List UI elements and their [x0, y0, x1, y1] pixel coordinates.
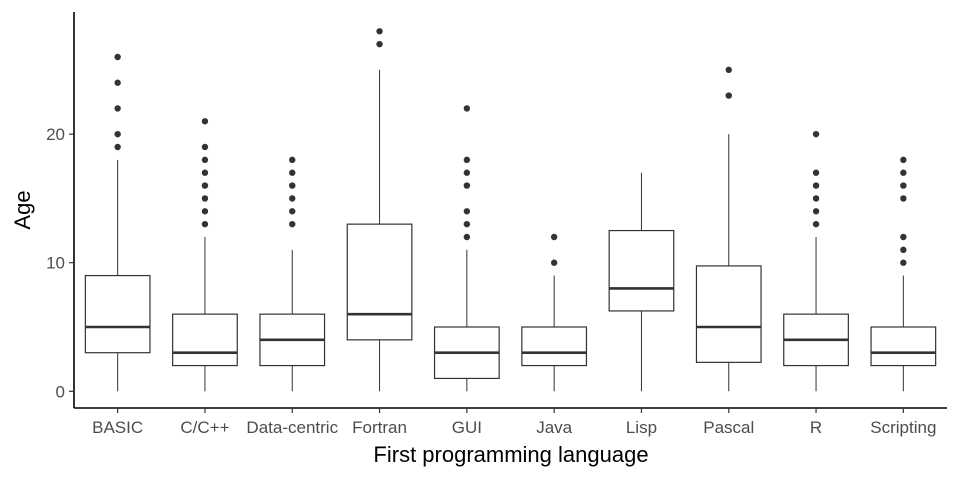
- outlier-point: [900, 169, 907, 176]
- outlier-point: [550, 233, 558, 241]
- outlier-point: [900, 246, 907, 254]
- box-group: [172, 118, 238, 392]
- y-tick-label: 10: [46, 254, 65, 273]
- outlier-point: [900, 259, 907, 266]
- outlier-point: [376, 28, 383, 35]
- x-axis-title: First programming language: [373, 442, 648, 467]
- outlier-point: [812, 220, 820, 228]
- box-group: [433, 105, 500, 392]
- y-axis-title: Age: [10, 190, 35, 229]
- y-tick-label: 20: [46, 125, 65, 144]
- box-group: [870, 156, 937, 392]
- box-group: [608, 172, 675, 392]
- outlier-point: [201, 169, 209, 176]
- outlier-point: [289, 169, 296, 176]
- outlier-point: [289, 220, 296, 228]
- outlier-point: [725, 92, 732, 99]
- box-rect: [870, 326, 937, 367]
- box-rect: [695, 265, 762, 363]
- outlier-point: [201, 182, 209, 189]
- outlier-point: [114, 105, 121, 112]
- outlier-point: [463, 169, 471, 176]
- outlier-point: [289, 156, 296, 164]
- outlier-point: [114, 143, 121, 151]
- box-group: [695, 66, 762, 392]
- outlier-point: [201, 156, 209, 164]
- outlier-point: [812, 182, 820, 189]
- outlier-point: [812, 195, 820, 202]
- outlier-point: [550, 259, 558, 266]
- plot-area: [84, 28, 937, 392]
- outlier-point: [900, 182, 907, 189]
- outlier-point: [289, 208, 296, 215]
- box-rect: [608, 229, 675, 312]
- x-tick-label: R: [810, 418, 822, 437]
- x-tick-label: Lisp: [626, 418, 657, 437]
- outlier-point: [900, 156, 907, 164]
- box-rect: [521, 326, 588, 367]
- box-group: [84, 53, 151, 392]
- x-tick-label: GUI: [452, 418, 482, 437]
- box-group: [521, 233, 588, 392]
- outlier-point: [463, 105, 471, 112]
- x-tick-label: Pascal: [703, 418, 754, 437]
- outlier-point: [725, 66, 732, 74]
- box-rect: [172, 313, 238, 367]
- x-tick-label: Scripting: [870, 418, 936, 437]
- outlier-point: [463, 220, 471, 228]
- x-tick-label: Fortran: [352, 418, 407, 437]
- outlier-point: [900, 233, 907, 241]
- outlier-point: [463, 182, 471, 189]
- outlier-point: [812, 130, 820, 138]
- box-rect: [84, 274, 151, 354]
- outlier-point: [463, 156, 471, 164]
- x-tick-label: Data-centric: [246, 418, 338, 437]
- outlier-point: [463, 208, 471, 215]
- box-group: [783, 130, 849, 392]
- x-tick-label: Java: [536, 418, 572, 437]
- outlier-point: [201, 118, 209, 125]
- outlier-point: [201, 143, 209, 151]
- x-tick-label: C/C++: [180, 418, 229, 437]
- outlier-point: [900, 195, 907, 202]
- outlier-point: [812, 208, 820, 215]
- box-group: [259, 156, 326, 392]
- box-rect: [346, 223, 413, 341]
- outlier-point: [114, 130, 121, 138]
- outlier-point: [201, 195, 209, 202]
- y-tick-label: 0: [56, 382, 65, 401]
- outlier-point: [289, 195, 296, 202]
- outlier-point: [812, 169, 820, 176]
- outlier-point: [201, 220, 209, 228]
- x-tick-label: BASIC: [92, 418, 143, 437]
- outlier-point: [463, 233, 471, 241]
- box-group: [346, 28, 413, 392]
- outlier-point: [376, 40, 383, 48]
- outlier-point: [289, 182, 296, 189]
- outlier-point: [114, 53, 121, 61]
- outlier-point: [114, 79, 121, 86]
- outlier-point: [201, 208, 209, 215]
- axis-ticks: 0 10 20 BASIC C/C++ Data-centric Fortran GUI Jav…: [46, 125, 936, 437]
